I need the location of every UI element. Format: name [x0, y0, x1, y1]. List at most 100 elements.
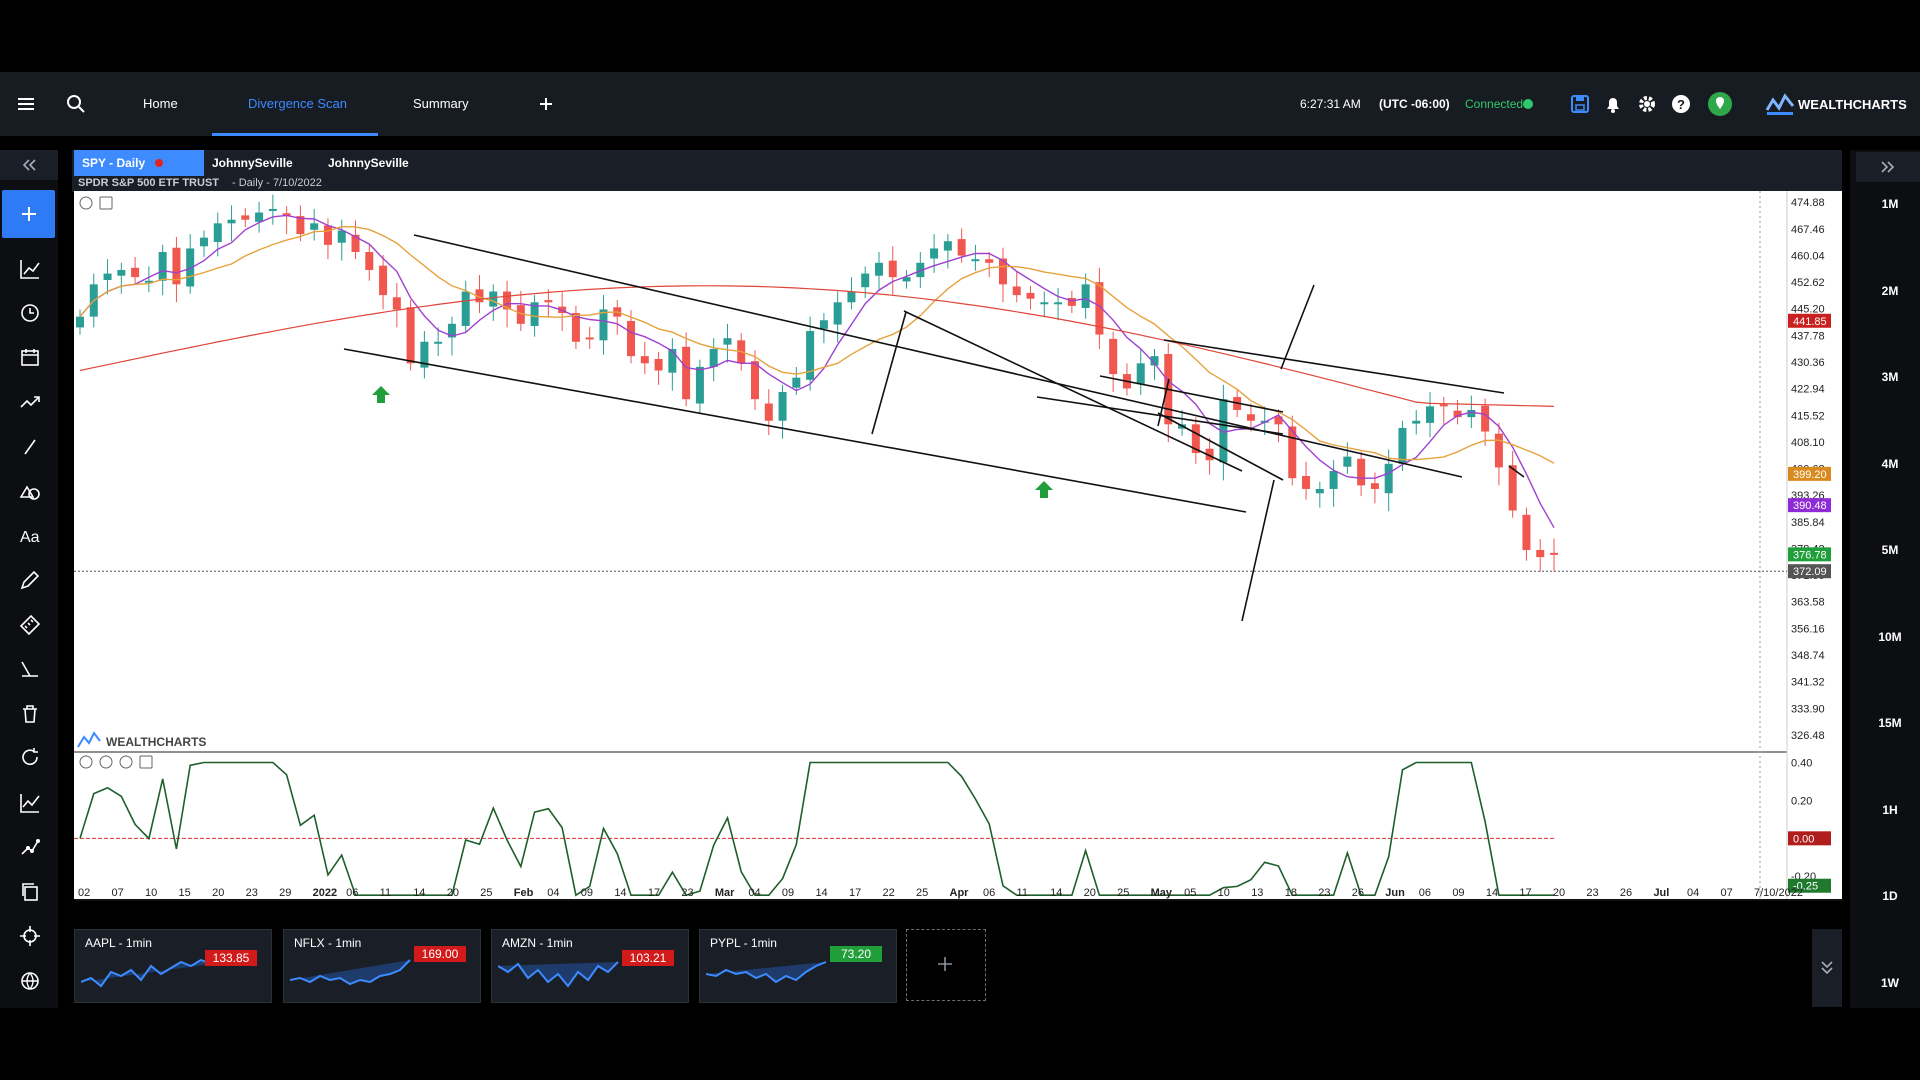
- trendline: [1157, 412, 1284, 481]
- double-chevron-right-icon: [1881, 161, 1895, 173]
- price-tick-label: 474.88: [1791, 197, 1825, 209]
- watchlist-card-amzn[interactable]: AMZN - 1min 103.21: [491, 929, 689, 1003]
- gear-icon[interactable]: [1635, 92, 1659, 116]
- timeframe-1m[interactable]: 1M: [1881, 197, 1899, 211]
- line-tool-icon[interactable]: [17, 434, 43, 460]
- expand-panel-button[interactable]: [1812, 929, 1842, 1007]
- node-graph-icon[interactable]: [17, 834, 43, 860]
- search-icon[interactable]: [64, 92, 88, 116]
- price-tick-label: 341.32: [1791, 677, 1825, 689]
- chart-tab-johnnyseville-2[interactable]: JohnnySeville: [328, 156, 409, 170]
- candle-body: [1191, 424, 1200, 454]
- calendar-icon[interactable]: [17, 345, 43, 371]
- price-axis-panel: [1787, 191, 1842, 901]
- date-tick-label: Mar: [715, 887, 735, 899]
- candle-body: [310, 223, 319, 230]
- ruler-icon[interactable]: [17, 612, 43, 638]
- tab-divergence-scan[interactable]: Divergence Scan: [248, 96, 347, 111]
- price-tick-label: 460.04: [1791, 250, 1825, 262]
- date-tick-label: 23: [1586, 887, 1598, 899]
- candle-body: [819, 320, 828, 329]
- add-watchlist-button[interactable]: [906, 929, 986, 1001]
- candle-body: [668, 348, 677, 373]
- location-pin-icon[interactable]: [1706, 90, 1734, 118]
- angle-tool-icon[interactable]: [17, 656, 43, 682]
- globe-icon[interactable]: [17, 968, 43, 994]
- bell-icon[interactable]: [1601, 92, 1625, 116]
- pane-move-up-icon: [119, 755, 133, 769]
- trash-icon[interactable]: [17, 701, 43, 727]
- candle-body: [199, 237, 208, 247]
- timeframe-1w[interactable]: 1W: [1881, 976, 1899, 990]
- watchlist-card-nflx[interactable]: NFLX - 1min 169.00: [283, 929, 481, 1003]
- date-tick-label: 10: [145, 887, 157, 899]
- refresh-icon[interactable]: [17, 745, 43, 771]
- pencil-icon[interactable]: [17, 567, 43, 593]
- trendline: [871, 311, 907, 435]
- date-tick-label: 14: [413, 887, 425, 899]
- timeframe-15m[interactable]: 15M: [1878, 716, 1902, 730]
- date-tick-label: 25: [480, 887, 492, 899]
- add-indicator-button[interactable]: [2, 190, 55, 238]
- indicator-badge-value: -0.25: [1793, 881, 1818, 893]
- candle-body: [530, 302, 539, 326]
- left-drawing-toolbar: [0, 150, 58, 1008]
- indicator-line: [79, 761, 1554, 897]
- hamburger-menu-icon[interactable]: [14, 92, 38, 116]
- timeframe-2m[interactable]: 2M: [1881, 284, 1899, 298]
- crosshair-icon[interactable]: [17, 923, 43, 949]
- timezone-label[interactable]: (UTC -06:00): [1379, 97, 1450, 111]
- help-icon[interactable]: ?: [1669, 92, 1693, 116]
- save-icon[interactable]: [1568, 92, 1592, 116]
- candle-body: [447, 323, 456, 338]
- ma-slow-line: [79, 285, 1555, 407]
- connection-status: Connected: [1465, 97, 1524, 111]
- timeframe-5m[interactable]: 5M: [1881, 543, 1899, 557]
- chart-tab-spy[interactable]: SPY - Daily: [74, 150, 204, 176]
- price-tick-label: 385.84: [1791, 517, 1825, 529]
- timeframe-sidebar: [1850, 150, 1920, 1008]
- candle-body: [489, 291, 498, 307]
- date-tick-label: 23: [1318, 887, 1330, 899]
- candle-body: [627, 320, 636, 357]
- trend-icon[interactable]: [17, 389, 43, 415]
- chart-type-icon[interactable]: [17, 256, 43, 282]
- candle-body: [778, 392, 787, 421]
- clock-icon[interactable]: [17, 300, 43, 326]
- candle-body: [1246, 414, 1255, 421]
- date-tick-label: Apr: [950, 887, 970, 899]
- candle-body: [874, 262, 883, 276]
- date-tick-label: 23: [681, 887, 693, 899]
- shapes-icon[interactable]: [17, 478, 43, 504]
- line-chart-icon[interactable]: [17, 790, 43, 816]
- watermark-logo-icon: [77, 731, 101, 748]
- timeframe-1h[interactable]: 1H: [1882, 803, 1898, 817]
- candle-body: [723, 338, 732, 345]
- price-chart[interactable]: 474.88 467.46 460.04 452.62 445.20 437.78 430.…: [74, 191, 1842, 901]
- timeframe-4m[interactable]: 4M: [1881, 457, 1899, 471]
- candle-body: [337, 230, 346, 243]
- timeframe-3m[interactable]: 3M: [1881, 370, 1899, 384]
- copy-icon[interactable]: [17, 879, 43, 905]
- date-tick-label: 23: [246, 887, 258, 899]
- date-tick-label: 14: [614, 887, 626, 899]
- trendline: [343, 348, 1247, 513]
- date-tick-label: 26: [1352, 887, 1364, 899]
- chart-area[interactable]: 474.88 467.46 460.04 452.62 445.20 437.78 430.…: [74, 191, 1842, 901]
- tab-home[interactable]: Home: [143, 96, 178, 111]
- chart-tab-johnnyseville-1[interactable]: JohnnySeville: [212, 156, 293, 170]
- candle-body: [1012, 286, 1021, 296]
- watchlist-card-pypl[interactable]: PYPL - 1min 73.20: [699, 929, 897, 1003]
- watchlist-card-aapl[interactable]: AAPL - 1min 133.85: [74, 929, 272, 1003]
- text-tool-icon[interactable]: Aa: [17, 523, 43, 549]
- candle-body: [861, 273, 870, 288]
- timeframe-10m[interactable]: 10M: [1878, 630, 1902, 644]
- candle-body: [571, 313, 580, 342]
- collapse-right-button[interactable]: [1856, 152, 1920, 182]
- collapse-left-button[interactable]: [0, 150, 58, 180]
- add-tab-icon[interactable]: [534, 92, 558, 116]
- indicator-tick-label: 0.40: [1791, 757, 1812, 769]
- tab-summary[interactable]: Summary: [413, 96, 469, 111]
- timeframe-1d[interactable]: 1D: [1882, 889, 1898, 903]
- date-tick-label: 20: [1553, 887, 1565, 899]
